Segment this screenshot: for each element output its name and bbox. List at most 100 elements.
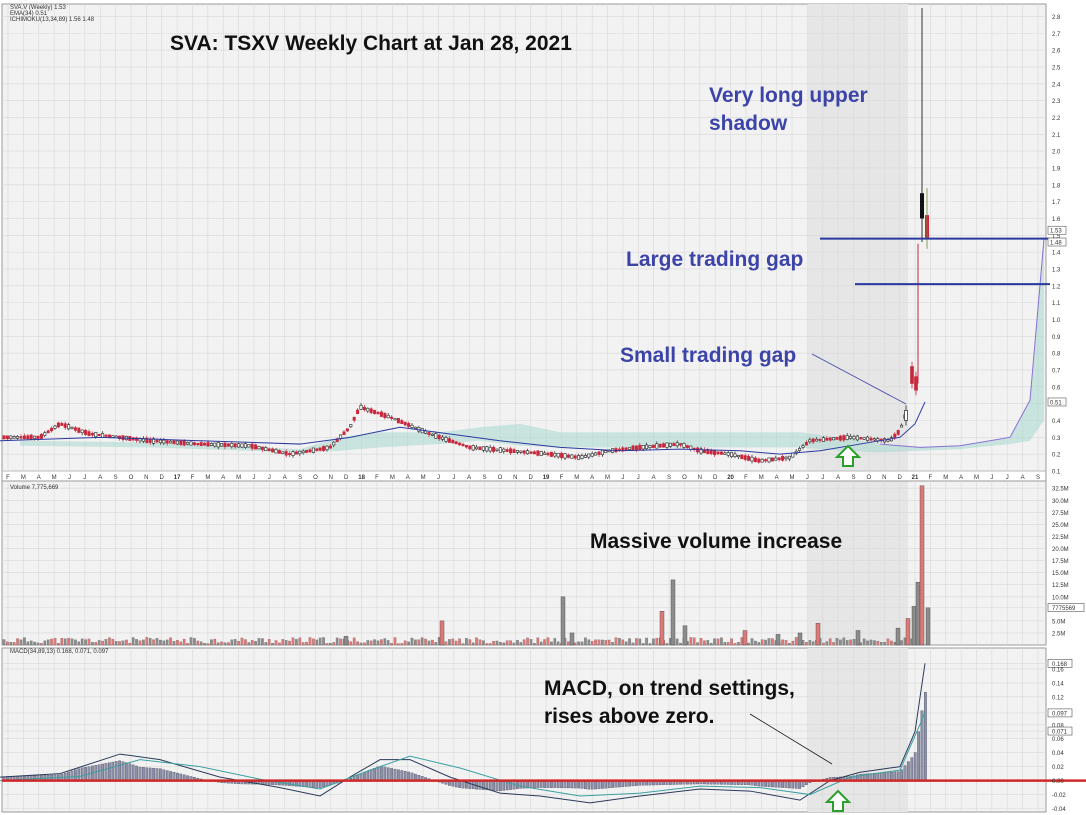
macd-histogram-bar bbox=[128, 763, 132, 781]
volume-bar bbox=[400, 643, 404, 646]
candle-body bbox=[179, 440, 183, 445]
candle-body bbox=[223, 442, 227, 448]
x-tick-label: S bbox=[298, 475, 302, 481]
candle-body bbox=[821, 437, 825, 442]
volume-bar bbox=[186, 643, 189, 646]
candle-body bbox=[12, 436, 16, 439]
candle-body bbox=[699, 448, 703, 454]
volume-spike bbox=[815, 623, 821, 646]
volume-bar bbox=[43, 640, 47, 646]
candle-body bbox=[876, 438, 880, 441]
candle-body bbox=[583, 455, 587, 458]
annotation-upper-shadow: shadow bbox=[709, 112, 788, 135]
x-tick-label: N bbox=[882, 475, 886, 481]
volume-bar bbox=[492, 641, 495, 646]
annotation-small-gap: Small trading gap bbox=[620, 344, 796, 367]
candle-body bbox=[904, 410, 908, 421]
volume-bar bbox=[152, 639, 155, 646]
volume-bar bbox=[70, 638, 74, 646]
candle-body bbox=[77, 427, 81, 433]
volume-bar bbox=[611, 642, 614, 646]
macd-histogram-bar bbox=[104, 763, 108, 781]
candle-body bbox=[719, 451, 723, 455]
volume-bar bbox=[26, 641, 30, 646]
volume-spike bbox=[895, 627, 901, 646]
ichimoku-span-a bbox=[879, 238, 1045, 448]
macd-y-tick: 0.08 bbox=[1052, 723, 1064, 729]
candle-body bbox=[791, 452, 795, 458]
volume-bar bbox=[781, 639, 784, 646]
volume-bar bbox=[67, 638, 70, 646]
candle-body bbox=[349, 424, 353, 428]
x-tick-label: J bbox=[268, 475, 271, 481]
candle-body bbox=[573, 455, 577, 459]
volume-bar bbox=[604, 640, 608, 646]
volume-bar bbox=[366, 640, 370, 646]
shaded-band-vol bbox=[808, 481, 908, 645]
volume-spike bbox=[925, 607, 931, 646]
candle-body bbox=[53, 425, 57, 429]
candle-body bbox=[556, 452, 560, 458]
candle-body bbox=[359, 405, 363, 410]
volume-bar bbox=[244, 639, 247, 646]
x-tick-label: N bbox=[144, 475, 148, 481]
volume-bar bbox=[879, 642, 883, 646]
candle-body bbox=[362, 406, 366, 411]
x-tick-label: A bbox=[406, 475, 410, 481]
candle-body bbox=[90, 432, 94, 436]
volume-bar bbox=[196, 640, 200, 646]
chart-title: SVA: TSXV Weekly Chart at Jan 28, 2021 bbox=[170, 32, 572, 55]
candle-body bbox=[196, 442, 200, 445]
volume-y-tick: 2.5M bbox=[1052, 631, 1065, 637]
candle-body bbox=[774, 457, 778, 461]
price-y-tick: 0.9 bbox=[1052, 335, 1061, 341]
candle-body bbox=[19, 436, 23, 439]
candle-body bbox=[532, 451, 536, 455]
volume-bar bbox=[182, 638, 186, 646]
candle-body bbox=[553, 453, 557, 457]
volume-spike bbox=[911, 606, 917, 646]
candle-body bbox=[855, 435, 859, 441]
volume-bar bbox=[318, 637, 322, 646]
x-tick-label: M bbox=[421, 475, 426, 481]
candle-body bbox=[662, 443, 666, 448]
candle-body bbox=[216, 442, 220, 448]
volume-bar bbox=[131, 637, 135, 646]
volume-bar bbox=[135, 639, 138, 646]
volume-bar bbox=[189, 637, 193, 646]
volume-bar bbox=[407, 641, 410, 646]
volume-bar bbox=[53, 638, 57, 646]
volume-spike bbox=[905, 618, 911, 646]
macd-histogram-bar bbox=[77, 768, 81, 781]
candle-body bbox=[281, 451, 285, 454]
macd-y-tick: 0.06 bbox=[1052, 737, 1064, 743]
volume-bar bbox=[431, 639, 434, 646]
price-y-tick: 2.3 bbox=[1052, 99, 1061, 105]
macd-histogram-bar bbox=[111, 761, 115, 781]
volume-y-tick: 27.5M bbox=[1052, 511, 1069, 517]
volume-bar bbox=[410, 637, 414, 646]
candle-body bbox=[87, 431, 91, 436]
volume-bar bbox=[237, 640, 240, 646]
volume-bar bbox=[839, 639, 842, 646]
volume-bar bbox=[471, 642, 475, 646]
candle-body bbox=[498, 447, 502, 453]
price-y-tick: 0.8 bbox=[1052, 352, 1061, 358]
volume-bar bbox=[526, 637, 529, 646]
x-tick-label: O bbox=[498, 475, 503, 481]
candle-body bbox=[356, 409, 360, 415]
x-tick-label: S bbox=[114, 475, 118, 481]
volume-bar bbox=[74, 639, 77, 646]
candle-body bbox=[318, 447, 322, 451]
annotation-large-gap: Large trading gap bbox=[626, 248, 803, 271]
volume-bar bbox=[162, 640, 166, 646]
volume-bar bbox=[458, 638, 461, 646]
volume-bar bbox=[645, 637, 648, 646]
green-up-arrow bbox=[834, 444, 862, 467]
volume-bar bbox=[227, 642, 230, 646]
price-y-tick: 2.8 bbox=[1052, 15, 1061, 21]
candle-body bbox=[638, 444, 642, 451]
volume-spike bbox=[569, 632, 575, 646]
volume-bar bbox=[9, 642, 13, 646]
volume-bar bbox=[40, 643, 43, 646]
